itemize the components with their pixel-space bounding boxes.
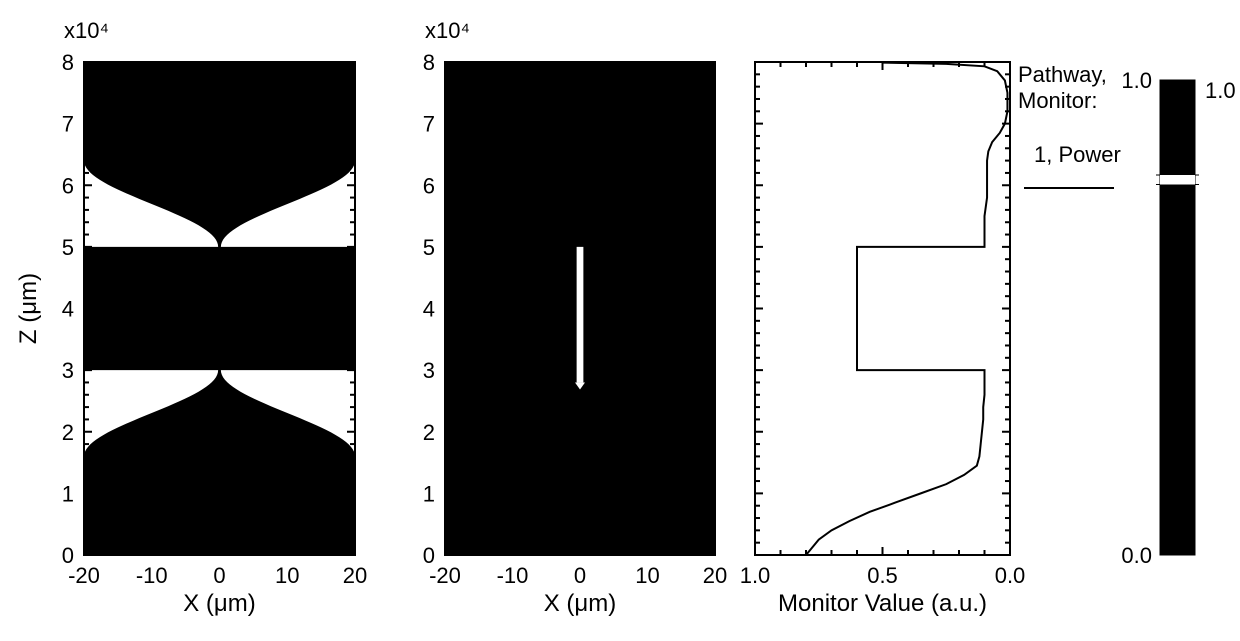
svg-text:1.0: 1.0 bbox=[1205, 78, 1236, 103]
svg-text:3: 3 bbox=[423, 358, 435, 383]
svg-text:0.0: 0.0 bbox=[1121, 543, 1152, 568]
svg-text:3: 3 bbox=[62, 358, 74, 383]
svg-text:Z (μm): Z (μm) bbox=[15, 273, 42, 344]
svg-text:5: 5 bbox=[62, 235, 74, 260]
svg-text:x10⁴: x10⁴ bbox=[425, 18, 470, 43]
figure: -20-1001020012345678X (μm)Z (μm)x10⁴-20-… bbox=[0, 0, 1240, 641]
svg-text:2: 2 bbox=[62, 420, 74, 445]
svg-text:20: 20 bbox=[703, 563, 727, 588]
figure-svg: -20-1001020012345678X (μm)Z (μm)x10⁴-20-… bbox=[0, 0, 1240, 641]
svg-text:10: 10 bbox=[635, 563, 659, 588]
svg-text:Monitor Value (a.u.): Monitor Value (a.u.) bbox=[778, 590, 987, 617]
svg-text:Pathway,: Pathway, bbox=[1018, 62, 1107, 87]
svg-text:4: 4 bbox=[423, 297, 435, 322]
svg-text:2: 2 bbox=[423, 420, 435, 445]
svg-text:-10: -10 bbox=[497, 563, 529, 588]
svg-text:Monitor:: Monitor: bbox=[1018, 88, 1097, 113]
svg-text:7: 7 bbox=[423, 112, 435, 137]
svg-text:0.5: 0.5 bbox=[867, 563, 898, 588]
svg-text:7: 7 bbox=[62, 112, 74, 137]
svg-text:1.0: 1.0 bbox=[740, 563, 771, 588]
svg-text:0.0: 0.0 bbox=[995, 563, 1026, 588]
svg-text:8: 8 bbox=[62, 50, 74, 75]
svg-text:1: 1 bbox=[62, 481, 74, 506]
svg-text:8: 8 bbox=[423, 50, 435, 75]
svg-text:0: 0 bbox=[62, 543, 74, 568]
svg-text:20: 20 bbox=[343, 563, 367, 588]
svg-text:5: 5 bbox=[423, 235, 435, 260]
svg-text:0: 0 bbox=[423, 543, 435, 568]
svg-text:4: 4 bbox=[62, 297, 74, 322]
svg-text:6: 6 bbox=[423, 173, 435, 198]
svg-text:X (μm): X (μm) bbox=[183, 590, 255, 617]
svg-text:0: 0 bbox=[574, 563, 586, 588]
svg-text:-10: -10 bbox=[136, 563, 168, 588]
svg-text:1: 1 bbox=[423, 481, 435, 506]
svg-text:X (μm): X (μm) bbox=[544, 590, 616, 617]
svg-text:0: 0 bbox=[213, 563, 225, 588]
svg-text:1, Power: 1, Power bbox=[1034, 142, 1121, 167]
svg-text:1.0: 1.0 bbox=[1121, 68, 1152, 93]
svg-text:6: 6 bbox=[62, 173, 74, 198]
svg-text:10: 10 bbox=[275, 563, 299, 588]
svg-text:x10⁴: x10⁴ bbox=[64, 18, 109, 43]
